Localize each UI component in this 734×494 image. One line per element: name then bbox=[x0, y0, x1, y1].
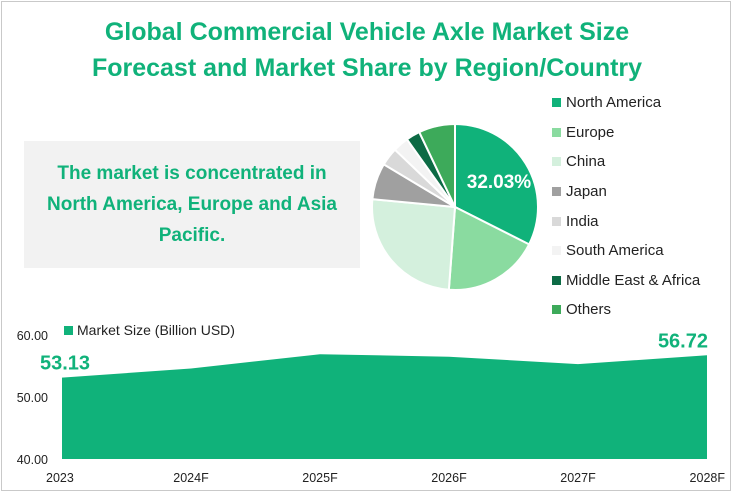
area-data-label: 56.72 bbox=[658, 330, 708, 352]
area-data-label: 53.13 bbox=[40, 353, 90, 375]
legend-item: China bbox=[552, 147, 730, 177]
pie-slice-north-america bbox=[454, 122, 539, 246]
legend-item: Japan bbox=[552, 177, 730, 207]
pie-chart: 32.03% bbox=[371, 122, 539, 291]
x-tick-label: 2024F bbox=[173, 471, 209, 485]
legend-label: China bbox=[566, 153, 606, 171]
legend-label: Europe bbox=[566, 123, 615, 141]
legend-item: South America bbox=[552, 236, 730, 266]
x-tick-label: 2026F bbox=[431, 471, 467, 485]
callout-text: The market is concentrated in North Amer… bbox=[47, 163, 337, 246]
area-series-market-size bbox=[62, 354, 707, 459]
y-tick-label: 60.00 bbox=[17, 329, 48, 343]
legend-label: Japan bbox=[566, 183, 607, 201]
legend-item: India bbox=[552, 206, 730, 236]
callout-box: The market is concentrated in North Amer… bbox=[24, 141, 360, 268]
x-tick-label: 2023 bbox=[46, 471, 74, 485]
legend-label: South America bbox=[566, 242, 664, 260]
x-tick-label: 2025F bbox=[302, 471, 338, 485]
pie-data-label: 32.03% bbox=[467, 172, 532, 193]
legend-item: Middle East & Africa bbox=[552, 266, 730, 296]
pie-slice-china bbox=[371, 198, 457, 291]
legend-swatch bbox=[552, 157, 561, 167]
x-tick-label: 2027F bbox=[560, 471, 596, 485]
legend-label: Middle East & Africa bbox=[566, 271, 701, 289]
legend-label: North America bbox=[566, 94, 662, 112]
pie-legend: North America Europe China Japan India South … bbox=[552, 88, 730, 325]
legend-swatch bbox=[552, 187, 561, 197]
pie-slice-others bbox=[417, 122, 456, 208]
legend-swatch bbox=[552, 246, 561, 256]
area-legend-swatch bbox=[64, 326, 73, 335]
legend-swatch bbox=[552, 98, 561, 108]
pie-slice-europe bbox=[447, 205, 531, 291]
title-line-1: Global Commercial Vehicle Axle Market Si… bbox=[104, 18, 630, 46]
area-legend-label: Market Size (Billion USD) bbox=[77, 322, 235, 338]
chart-title: Global Commercial Vehicle Axle Market Si… bbox=[10, 14, 724, 86]
legend-swatch bbox=[552, 127, 561, 137]
title-line-2: Forecast and Market Share by Region/Coun… bbox=[91, 54, 643, 82]
legend-label: India bbox=[566, 212, 599, 230]
x-tick-label: 2028F bbox=[690, 471, 726, 485]
legend-item: Europe bbox=[552, 118, 730, 148]
area-chart: 40.00 50.00 60.00 2023 2024F 2025F 2026F 2027F 2… bbox=[17, 322, 726, 485]
legend-swatch bbox=[552, 216, 561, 226]
legend-swatch bbox=[552, 275, 561, 285]
legend-item: North America bbox=[552, 88, 730, 118]
legend-swatch bbox=[552, 305, 561, 315]
legend-label: Others bbox=[566, 301, 612, 319]
legend-item: Others bbox=[552, 295, 730, 325]
y-tick-label: 40.00 bbox=[17, 453, 48, 467]
y-tick-label: 50.00 bbox=[17, 391, 48, 405]
